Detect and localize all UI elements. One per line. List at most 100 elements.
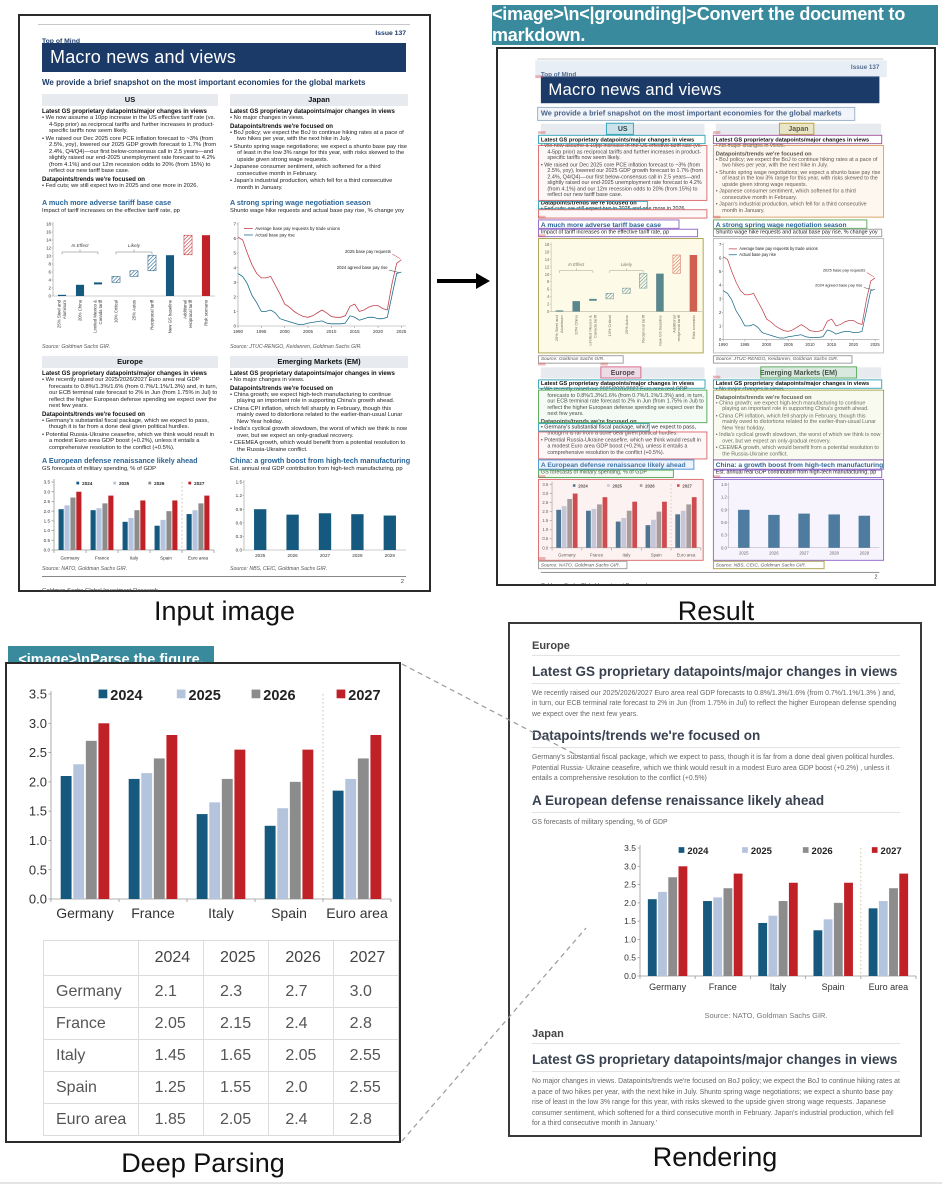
bullet: • China CPI inflation, which fell sharpl… — [715, 413, 876, 432]
legend-label: 2025 — [612, 483, 622, 488]
x-category-label: New GS baseline — [657, 314, 662, 346]
legend-label: 2025 — [189, 688, 221, 704]
bar-2024 — [675, 514, 681, 548]
y-tick-label: 6 — [233, 236, 236, 241]
section-header-Europe: Europe — [42, 356, 218, 368]
bullet: • Germany's substantial fiscal package, … — [42, 417, 209, 431]
grounding-box-us-bullet2 — [538, 209, 708, 219]
x-category-label: 10% Critical — [607, 315, 612, 336]
table-cell: 2.8 — [332, 1007, 400, 1040]
page-number: 2 — [874, 574, 878, 581]
bar-2026 — [166, 511, 172, 550]
x-category-label: Italy — [770, 982, 787, 992]
y-tick-label: 18 — [46, 222, 51, 227]
caption-deep-parsing: Deep Parsing — [121, 1148, 285, 1178]
bar-2025 — [621, 517, 627, 548]
arrow-icon — [437, 273, 490, 289]
y-tick-label: 1.0 — [29, 833, 47, 848]
tariff-bar — [183, 234, 193, 256]
tspan-el: reciprocal tariff — [676, 314, 681, 341]
section-header-US: US — [42, 94, 218, 106]
chart-wrap-shunto: 0 1 2 3 4 5 6 7 1990 1995 2000 2005 2010 2015 2020 2025… — [714, 239, 887, 359]
x-category-label: Italy — [623, 553, 632, 558]
bar-2027 — [302, 749, 314, 899]
bar-2024 — [647, 899, 657, 977]
grounding-box-japan-header — [778, 122, 815, 135]
x-tick-label: 2010 — [326, 329, 337, 334]
bar-2027 — [678, 866, 688, 977]
grounding-box-us-chart-title — [538, 219, 680, 229]
rendered-chart-source: Source: NATO, Goldman Sachs GIR. — [704, 1011, 828, 1021]
legend-swatch — [113, 481, 116, 485]
bar-2024 — [758, 923, 768, 977]
y-tick-label: 0.0 — [721, 545, 728, 550]
grounding-tag-mark — [538, 362, 546, 366]
y-tick-label: 3.0 — [624, 862, 636, 872]
y-tick-label: 8 — [49, 262, 52, 267]
bullet: • BoJ policy; we expect the BoJ to conti… — [230, 129, 404, 143]
china-gdp-chart: 0.0 0.3 0.6 0.9 1.2 1.5 2025 2026 2027 2028 2029 — [236, 480, 406, 558]
bar-2027 — [733, 873, 743, 977]
legend-swatch — [176, 689, 186, 699]
y-tick-label: 14 — [545, 257, 550, 262]
grounding-box-em-chart-subtitle — [712, 469, 883, 479]
y-tick-label: 0 — [49, 294, 52, 299]
table-cell: 2.8 — [332, 1103, 400, 1136]
rendered-heading: Datapoints/trends we're focused on — [532, 728, 761, 744]
y-tick-label: 6 — [719, 256, 722, 261]
y-tick-label: 1.2 — [236, 493, 243, 498]
y-tick-label: 3.0 — [29, 716, 47, 731]
bar-2027 — [899, 873, 909, 977]
grounding-box-subtitle — [537, 106, 856, 121]
section-h2: Datapoints/trends we're focused on — [540, 199, 637, 206]
bullet: • CEEMEA growth, which would benefit fro… — [230, 440, 406, 453]
bar-2024 — [813, 930, 823, 977]
table-cell: 1.25 — [137, 1071, 204, 1104]
bottom-divider — [0, 1182, 942, 1184]
tspan-el: 25% Steel and — [554, 315, 559, 341]
tspan-el: Limited Mexico & — [93, 300, 98, 333]
grounding-box-japan-chart-title — [712, 219, 868, 229]
table-cell: 2.05 — [137, 1007, 204, 1040]
x-tick-label: 2010 — [805, 342, 815, 347]
tspan-el: Risk scenario — [691, 314, 696, 339]
table-header-cell: 2027 — [332, 940, 400, 976]
y-tick-label: 2.0 — [624, 898, 636, 908]
table-cell: 2.05 — [268, 1039, 334, 1072]
doc-footer-left: Goldman Sachs Global Investment Research — [540, 583, 649, 586]
y-tick-label: 3.0 — [44, 489, 51, 494]
chart-source: Source: Goldman Sachs GIR. — [42, 344, 111, 350]
x-category-label: 20% China — [78, 299, 83, 321]
tariff-chart: 0 2 4 6 8 10 12 14 16 18 25% Steel andAluminum 20% … — [545, 242, 702, 346]
y-tick-label: 4 — [233, 265, 236, 270]
y-tick-label: 18 — [545, 242, 550, 247]
table-row: Euro area 1.85 2.05 2.4 2.8 — [43, 1103, 400, 1136]
x-tick-label: 1990 — [233, 329, 244, 334]
bar-2024 — [615, 521, 621, 548]
x-tick-label: 2025 — [396, 329, 407, 334]
bar-2027 — [140, 500, 146, 550]
x-tick-label: 2005 — [784, 342, 794, 347]
bullet: • India's cyclical growth slowdown, the … — [715, 432, 881, 445]
bar-2026 — [357, 758, 369, 899]
bar-2025 — [141, 773, 153, 899]
tariff-bar — [165, 255, 175, 296]
grounding-tag-mark — [712, 375, 721, 379]
bullet: • We raised our Dec 2025 core PCE inflat… — [42, 135, 217, 175]
bar-2027 — [318, 513, 332, 550]
bar-2027 — [370, 735, 382, 899]
y-tick-label: 3 — [719, 296, 722, 301]
bar-2026 — [221, 778, 233, 899]
bar-2024 — [703, 901, 712, 977]
bar-2024 — [58, 509, 64, 550]
bar-2024 — [122, 521, 128, 550]
chart-wrap-tariff: 0 2 4 6 8 10 12 14 16 18 25% Steel andAluminum 20% … — [40, 218, 224, 347]
legend-label: 2026 — [645, 483, 655, 488]
y-tick-label: 2.5 — [44, 499, 51, 504]
table-header-row: 2024 2025 2026 2027 — [43, 940, 400, 976]
rendered-rule — [532, 1043, 900, 1045]
grounding-box-japan-chart-subtitle — [712, 228, 883, 238]
chart-source: Source: NATO, Goldman Sachs GIR. — [540, 562, 621, 569]
section-h1: Latest GS proprietary datapoints/major c… — [540, 380, 695, 387]
y-tick-label: 2.5 — [624, 880, 636, 890]
